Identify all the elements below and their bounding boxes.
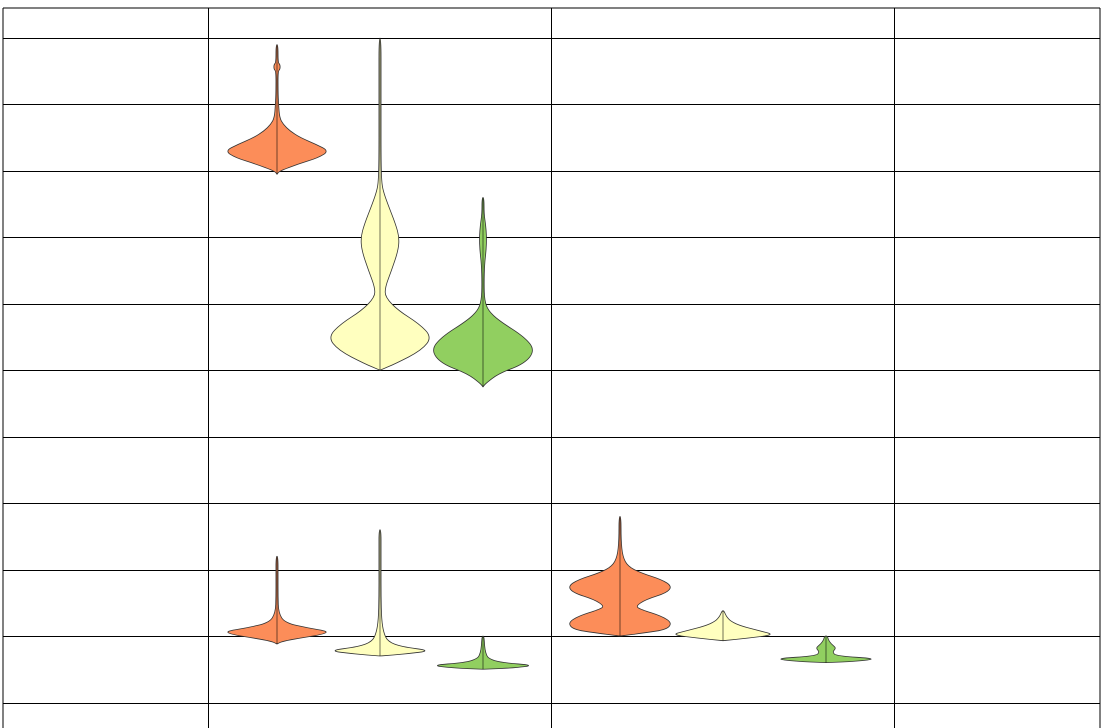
violins xyxy=(227,37,872,670)
violin xyxy=(433,197,533,388)
violin xyxy=(675,610,771,642)
violin xyxy=(437,635,529,670)
violin xyxy=(780,635,872,664)
violin xyxy=(569,516,671,637)
grid xyxy=(2,7,1101,728)
violin xyxy=(227,555,327,645)
violin xyxy=(227,44,327,175)
violin xyxy=(330,37,430,371)
violin xyxy=(334,529,426,657)
